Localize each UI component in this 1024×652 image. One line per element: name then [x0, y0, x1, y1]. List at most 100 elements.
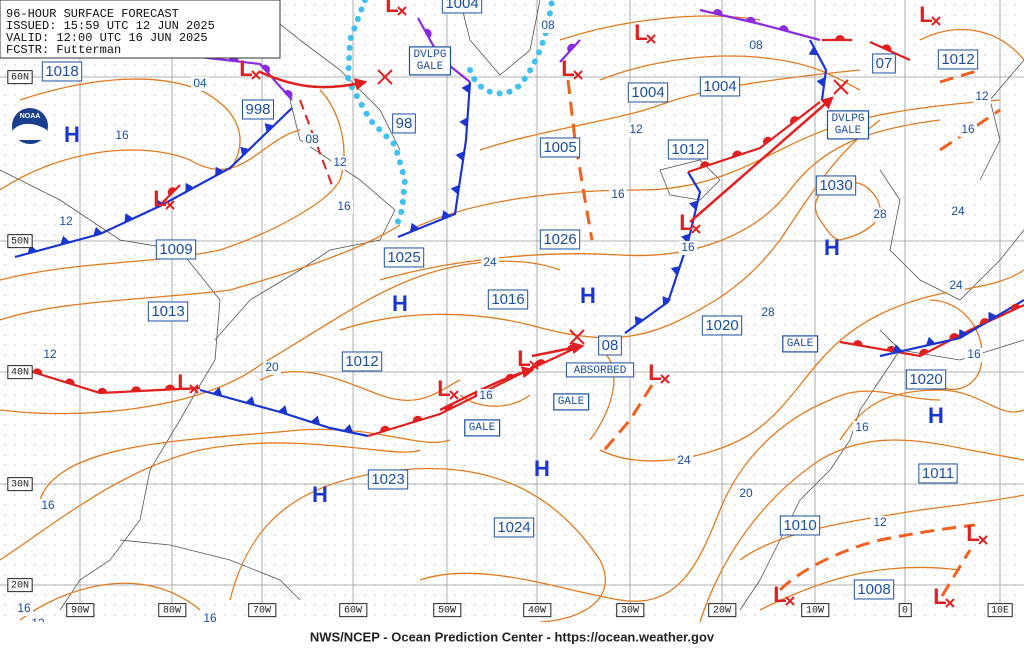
front-symbol [185, 182, 195, 193]
warm-bump [763, 136, 772, 145]
lat-label-group: 50N [7, 234, 33, 249]
lon-label: 90W [71, 606, 89, 617]
pressure-label-group: 1013 [147, 301, 189, 322]
low-center: L [634, 20, 647, 45]
front-line [687, 101, 821, 174]
front-symbol [979, 318, 990, 326]
front-symbol [167, 187, 177, 196]
low-center: L [679, 210, 692, 235]
pressure-label: 1004 [631, 84, 664, 101]
isobar-label-bg [263, 361, 281, 375]
high-center: H [824, 235, 840, 260]
warm-bump [261, 64, 270, 74]
lon-label-group: 0 [898, 603, 912, 618]
cold-barb [892, 344, 903, 354]
isobar-label-bg [871, 516, 889, 530]
pressure-label: 1018 [45, 63, 78, 80]
isobar-label: 28 [761, 305, 775, 319]
front-symbol [816, 77, 826, 88]
cold-barb [410, 222, 420, 233]
warm-bump [567, 43, 576, 53]
pressure-label-box [147, 301, 189, 322]
isobar-label: 28 [873, 207, 887, 221]
cold-barb [124, 213, 134, 223]
cold-barb [634, 315, 644, 326]
front-symbol [459, 117, 468, 128]
front-symbol [732, 150, 743, 158]
lon-label-box [708, 603, 737, 618]
pressure-label-group: 1012 [667, 139, 709, 160]
fronts [14, 8, 1024, 438]
pressure-label-box [441, 0, 483, 14]
cold-barb [310, 415, 321, 425]
lat-label: 20N [11, 581, 29, 592]
isobar-label-bg [965, 348, 983, 362]
front-symbol [662, 296, 672, 306]
cold-barb [60, 235, 71, 245]
pressure-label: 1011 [922, 465, 954, 482]
front-symbol [32, 368, 43, 375]
pressure-label-group: 1023 [367, 469, 409, 490]
lon-label-box [987, 603, 1013, 618]
isobars [0, 15, 1024, 623]
low-cross [646, 34, 656, 44]
low-center: L [437, 376, 450, 401]
lon-label: 10W [806, 606, 824, 617]
pressure-label-box [487, 289, 529, 310]
lon-label-box [433, 603, 462, 618]
front-symbol [240, 146, 250, 157]
pressure-label-box [598, 335, 622, 356]
cold-barb [681, 233, 691, 244]
front-symbol [450, 184, 460, 195]
isobar-label-bg [737, 487, 755, 501]
high-center: H [534, 456, 550, 481]
isobar-label-bg [539, 19, 557, 33]
isobar-label-bg [871, 208, 889, 222]
isobar-label: 16 [17, 601, 31, 615]
cold-barb [343, 423, 354, 433]
low-center: L [153, 186, 166, 211]
warm-bump [790, 116, 799, 125]
footer: NWS/NCEP - Ocean Prediction Center - htt… [310, 629, 715, 644]
pressure-label-box [701, 315, 743, 336]
front-symbol [64, 378, 75, 386]
pressure-label-group: 1004 [441, 0, 483, 14]
lon-label: 60W [344, 606, 362, 617]
lat-label-group: 20N [7, 578, 33, 593]
front-symbol [892, 344, 903, 354]
lon-label: 30W [621, 606, 639, 617]
pressure-label-group: 1024 [493, 517, 535, 538]
pressure-label: 998 [245, 101, 270, 118]
warning-label: GALE [417, 61, 444, 73]
isobar-label-bg [15, 602, 33, 616]
low-center: L [517, 346, 530, 371]
high-center: H [392, 291, 408, 316]
cold-barb [185, 182, 195, 193]
low-cross [945, 598, 955, 608]
isobar-label-bg [747, 39, 765, 53]
warm-bump [64, 378, 75, 386]
cold-barb [808, 46, 819, 56]
header-line: FCSTR: Futterman [6, 43, 121, 57]
pressure-label: 07 [876, 55, 893, 72]
front-symbol [949, 333, 959, 341]
isobar-label: 08 [541, 18, 555, 32]
pressure-label: 1024 [497, 519, 530, 536]
noaa-logo: NOAA [10, 106, 50, 146]
isobar-label: 16 [681, 240, 695, 254]
lon-label-group: 70W [248, 603, 277, 618]
pressure-label-box [341, 351, 383, 372]
cold-barb [988, 311, 997, 322]
warm-bump [949, 333, 959, 341]
front-line [879, 299, 1024, 358]
lon-label-box [616, 603, 645, 618]
front-symbol [959, 329, 968, 339]
pressure-label-box [779, 515, 821, 536]
isobar-label: 16 [967, 347, 981, 361]
warm-bump [32, 368, 43, 375]
pressure-label-box [815, 175, 857, 196]
lon-label-group: 80W [158, 603, 187, 618]
lat-label: 60N [11, 73, 29, 84]
